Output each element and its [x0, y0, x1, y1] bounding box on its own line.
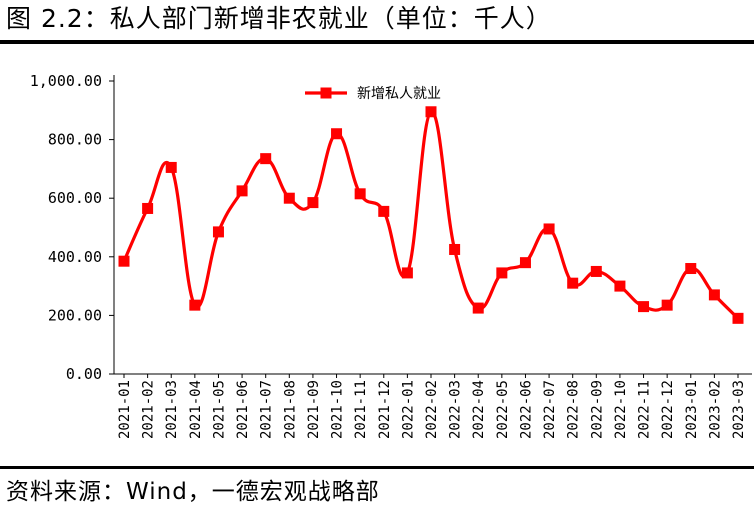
legend: 新增私人就业	[305, 86, 441, 102]
data-point	[118, 255, 130, 267]
x-tick-label: 2022-12	[660, 380, 676, 439]
x-tick-label: 2021-11	[353, 380, 369, 439]
data-point	[449, 243, 461, 255]
y-tick-label: 200.00	[48, 306, 102, 324]
data-point	[685, 263, 697, 275]
source-note: 资料来源：Wind，一德宏观战略部	[6, 479, 380, 505]
x-tick-label: 2021-06	[235, 380, 251, 439]
x-tick-label: 2021-08	[282, 380, 298, 439]
x-tick-label: 2022-11	[637, 380, 653, 439]
x-tick-label: 2021-02	[141, 380, 157, 439]
x-tick-label: 2022-03	[448, 380, 464, 439]
data-point	[401, 267, 413, 279]
x-tick-label: 2022-02	[424, 380, 440, 439]
x-axis: 2021-01 2021-02 2021-03 2021-04 2021-05 2021-…	[114, 373, 752, 439]
y-tick-label: 400.00	[48, 248, 102, 266]
x-tick-label: 2022-10	[613, 380, 629, 439]
data-point	[567, 277, 579, 289]
data-point	[472, 302, 484, 314]
x-tick-label: 2022-04	[471, 380, 487, 439]
x-tick-label: 2022-09	[589, 380, 605, 439]
data-point	[519, 257, 531, 269]
x-tick-label: 2023-03	[731, 380, 747, 439]
data-point	[732, 312, 744, 324]
y-tick-label: 600.00	[48, 189, 102, 207]
source-divider	[0, 466, 754, 469]
x-tick-label: 2022-06	[518, 380, 534, 439]
legend-label: 新增私人就业	[357, 86, 441, 102]
data-point	[708, 289, 720, 301]
x-tick-label: 2021-04	[188, 380, 204, 439]
data-point	[354, 188, 366, 200]
legend-marker	[320, 87, 332, 99]
x-tick-label: 2022-01	[400, 380, 416, 439]
x-tick-label: 2022-05	[495, 380, 511, 439]
title-divider	[0, 40, 754, 44]
data-point	[638, 301, 650, 313]
x-tick-label: 2022-07	[542, 380, 558, 439]
data-point	[212, 226, 224, 238]
data-point	[260, 153, 272, 165]
data-point	[189, 299, 201, 311]
x-tick-label: 2023-02	[707, 380, 723, 439]
series-layer	[118, 106, 744, 324]
figure-title: 图 2.2：私人部门新增非农就业（单位：千人）	[6, 4, 552, 33]
x-tick-label: 2021-12	[377, 380, 393, 439]
data-point	[614, 280, 626, 292]
series-line	[122, 110, 740, 320]
x-tick-label: 2023-01	[684, 380, 700, 439]
x-tick-label: 2021-05	[211, 380, 227, 439]
data-point	[283, 192, 295, 204]
x-tick-label: 2021-01	[117, 380, 133, 439]
x-tick-label: 2021-07	[259, 380, 275, 439]
x-tick-label: 2022-08	[566, 380, 582, 439]
data-point	[142, 202, 154, 214]
data-point	[236, 185, 248, 197]
data-point	[331, 128, 343, 140]
line-chart: 0.00 200.00 400.00 600.00 800.00 1,000.00 202…	[30, 72, 752, 439]
data-point	[425, 106, 437, 118]
data-point	[378, 205, 390, 217]
x-tick-label: 2021-03	[164, 380, 180, 439]
data-point	[590, 265, 602, 277]
data-point	[661, 299, 673, 311]
data-point	[543, 223, 555, 235]
data-point	[165, 161, 177, 173]
data-point	[496, 267, 508, 279]
data-point	[307, 197, 319, 209]
x-tick-label: 2021-09	[306, 380, 322, 439]
y-tick-label: 1,000.00	[30, 72, 102, 90]
y-tick-label: 800.00	[48, 131, 102, 149]
y-axis: 0.00 200.00 400.00 600.00 800.00 1,000.00	[30, 72, 115, 383]
y-tick-label: 0.00	[66, 365, 102, 383]
x-tick-label: 2021-10	[330, 380, 346, 439]
